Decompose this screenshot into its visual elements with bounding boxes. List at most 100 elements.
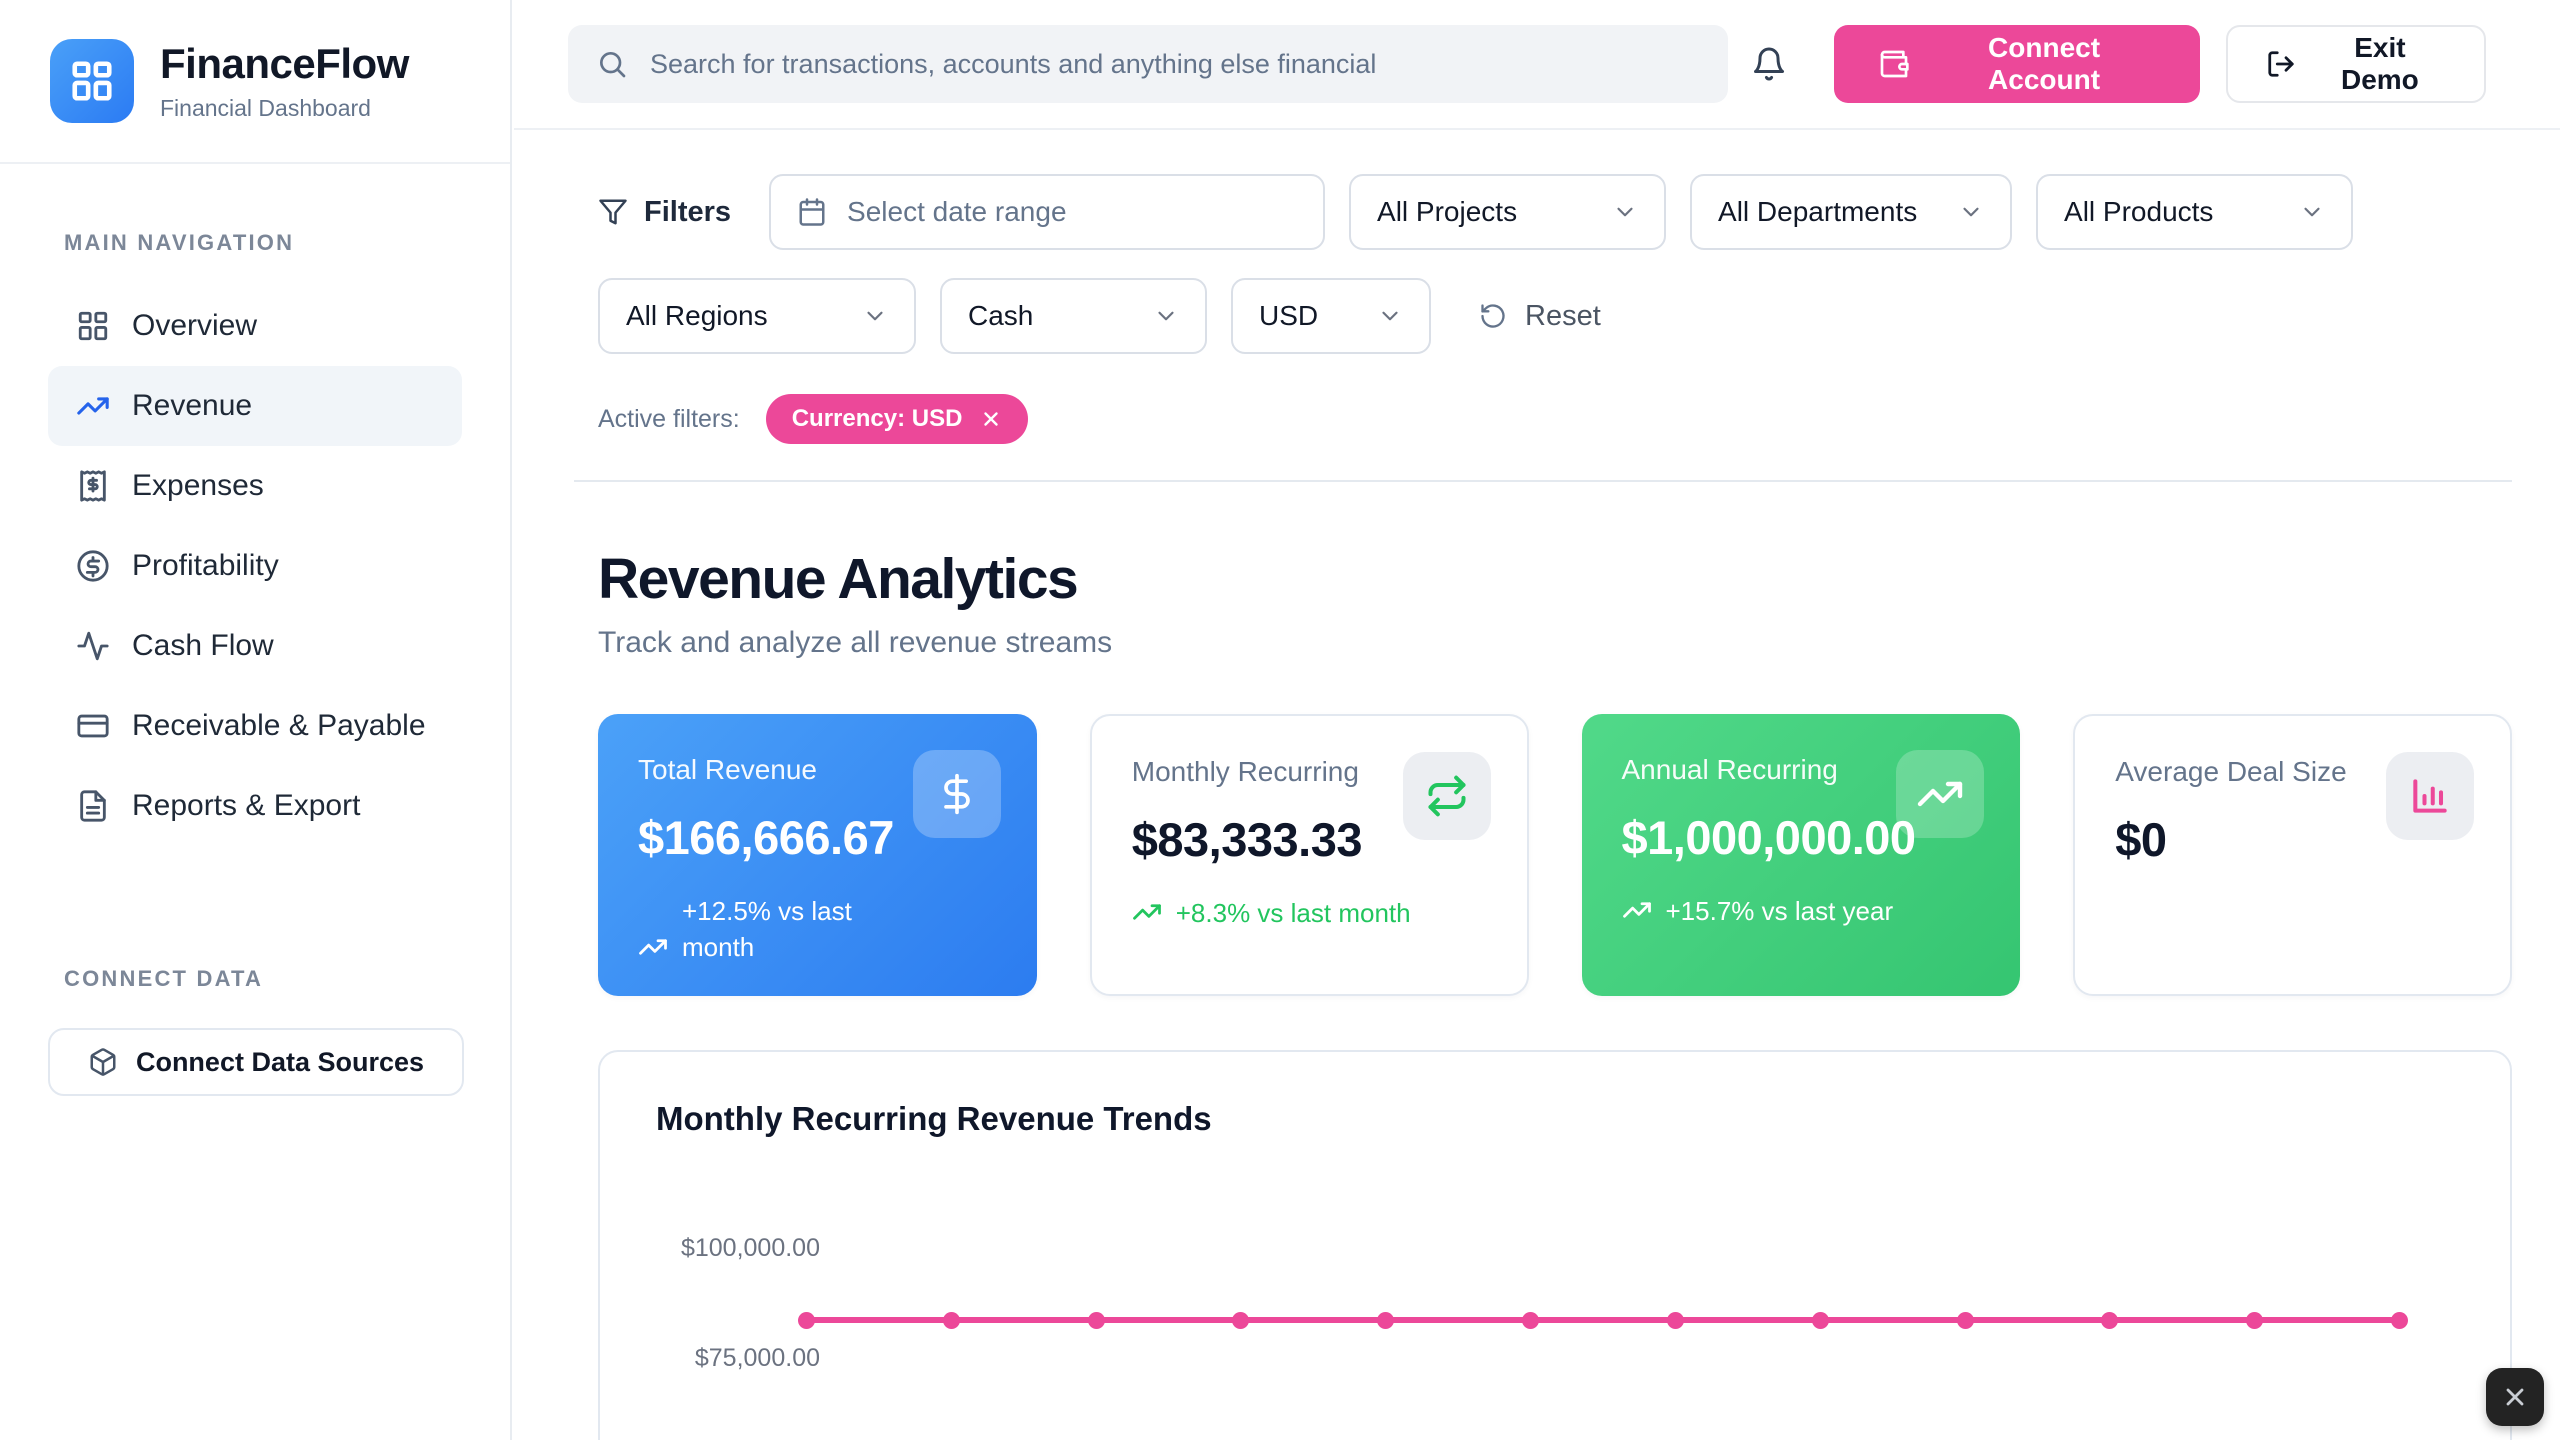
exit-demo-label: Exit Demo: [2340, 32, 2419, 95]
sidebar-item-reports-export[interactable]: Reports & Export: [48, 766, 462, 846]
stat-card-change-label: +12.5% vs last month: [682, 896, 852, 963]
package-icon: [88, 1047, 118, 1077]
date-range-picker[interactable]: Select date range: [769, 174, 1326, 250]
stat-card-annual-recurring: Annual Recurring $1,000,000.00 +15.7% vs…: [1581, 714, 2021, 996]
active-filters-row: Active filters: Currency: USD: [598, 394, 2512, 444]
brand: FinanceFlow Financial Dashboard: [0, 0, 510, 164]
section-divider: [574, 480, 2512, 482]
layout-dashboard-icon: [69, 58, 115, 104]
currency-dropdown[interactable]: USD: [1231, 278, 1431, 354]
sidebar-item-revenue[interactable]: Revenue: [48, 366, 462, 446]
chart-points: [798, 1312, 2408, 1329]
activity-icon: [76, 629, 110, 663]
stat-card-value: $0: [2115, 813, 2167, 866]
chart-point[interactable]: [1377, 1312, 1395, 1329]
notifications-button[interactable]: [1744, 38, 1795, 90]
chevron-down-icon: [862, 303, 888, 329]
sidebar-item-label: Overview: [132, 309, 258, 342]
app-tagline: Financial Dashboard: [160, 95, 371, 121]
chart-point[interactable]: [2101, 1312, 2119, 1329]
connect-account-button[interactable]: Connect Account: [1834, 25, 2200, 103]
products-dropdown-value: All Products: [2064, 196, 2214, 227]
stat-card-title: Annual Recurring: [1621, 754, 1838, 785]
regions-dropdown[interactable]: All Regions: [598, 278, 916, 354]
bell-icon: [1751, 46, 1787, 82]
chart-point[interactable]: [942, 1312, 960, 1329]
chart-point[interactable]: [1232, 1312, 1250, 1329]
stat-card-value: $1,000,000.00: [1621, 811, 1917, 864]
stat-card-average-deal-size: Average Deal Size $0: [2073, 714, 2512, 996]
credit-card-icon: [76, 709, 110, 743]
products-dropdown[interactable]: All Products: [2036, 174, 2354, 250]
sidebar-item-receivable-payable[interactable]: Receivable & Payable: [48, 686, 462, 766]
stat-card-icon-box: [2386, 752, 2474, 840]
chart-point[interactable]: [1811, 1312, 1829, 1329]
stat-card-change-label: +15.7% vs last year: [1665, 896, 1894, 926]
chart-point[interactable]: [1087, 1312, 1105, 1329]
sidebar-item-profitability[interactable]: Profitability: [48, 526, 462, 606]
departments-dropdown[interactable]: All Departments: [1690, 174, 2013, 250]
exit-demo-button[interactable]: Exit Demo: [2225, 25, 2486, 103]
chart-point[interactable]: [2390, 1312, 2408, 1329]
sidebar-item-cash-flow[interactable]: Cash Flow: [48, 606, 462, 686]
nav-section-label: MAIN NAVIGATION: [64, 230, 295, 255]
connect-data-sources-label: Connect Data Sources: [135, 1046, 425, 1077]
stat-card-change: +12.5% vs last month: [638, 893, 997, 966]
chart-line-series: [806, 1317, 2400, 1323]
sidebar-item-overview[interactable]: Overview: [48, 286, 462, 366]
filter-funnel-icon: [598, 197, 628, 227]
stat-card-change-label: +8.3% vs last month: [1175, 898, 1411, 928]
chart-point[interactable]: [798, 1312, 815, 1329]
chevron-down-icon: [1612, 199, 1638, 225]
rotate-ccw-icon: [1479, 302, 1507, 330]
active-filters-label: Active filters:: [598, 404, 740, 433]
chart-point[interactable]: [2246, 1312, 2264, 1329]
trending-up-icon: [1916, 770, 1964, 818]
accounting-basis-dropdown[interactable]: Cash: [940, 278, 1207, 354]
chevron-down-icon: [1153, 303, 1179, 329]
chart-point[interactable]: [1666, 1312, 1684, 1329]
connect-data-sources-button[interactable]: Connect Data Sources: [48, 1028, 464, 1096]
chart-point[interactable]: [1522, 1312, 1540, 1329]
filters-bar: Filters Select date range All Projects A…: [598, 174, 2512, 250]
page-subtitle: Track and analyze all revenue streams: [598, 626, 1113, 659]
stat-card-value: $166,666.67: [638, 811, 894, 864]
stat-card-title: Average Deal Size: [2115, 756, 2347, 787]
search-input[interactable]: [568, 25, 1728, 103]
dollar-icon: [935, 772, 979, 816]
y-axis-tick-75k: $75,000.00: [694, 1344, 820, 1372]
filters-title: Filters: [598, 196, 731, 229]
projects-dropdown[interactable]: All Projects: [1349, 174, 1667, 250]
currency-dropdown-value: USD: [1259, 300, 1319, 331]
chevron-down-icon: [1958, 199, 1984, 225]
close-icon[interactable]: [980, 408, 1002, 430]
sidebar-item-label: Profitability: [132, 549, 279, 582]
active-filter-chip-currency[interactable]: Currency: USD: [765, 394, 1029, 444]
app-title: FinanceFlow: [160, 40, 409, 87]
filters-label: Filters: [644, 195, 732, 228]
stat-card-icon-box: [1896, 750, 1985, 838]
bar-chart-icon: [2408, 774, 2452, 818]
filters-bar-row-2: All Regions Cash USD Reset: [598, 278, 2512, 354]
stat-card-title: Total Revenue: [638, 754, 818, 785]
trending-up-icon: [1132, 897, 1162, 927]
chart-title: Monthly Recurring Revenue Trends: [656, 1100, 1212, 1137]
chevron-down-icon: [1377, 303, 1403, 329]
connect-data-section-label: CONNECT DATA: [64, 966, 264, 991]
topbar: Connect Account Exit Demo: [514, 0, 2560, 130]
reset-filters-button[interactable]: Reset: [1479, 300, 1601, 333]
stat-card-monthly-recurring: Monthly Recurring $83,333.33 +8.3% vs la…: [1089, 714, 1529, 996]
sidebar-item-label: Receivable & Payable: [132, 709, 426, 742]
close-overlay-button[interactable]: [2486, 1368, 2544, 1426]
trending-up-icon: [638, 932, 668, 962]
chart-point[interactable]: [1956, 1312, 1974, 1329]
receipt-icon: [76, 469, 110, 503]
calendar-icon: [797, 197, 827, 227]
wallet-icon: [1878, 48, 1910, 80]
stat-card-icon-box: [1402, 752, 1491, 840]
circle-dollar-icon: [76, 549, 110, 583]
stat-card-total-revenue: Total Revenue $166,666.67 +12.5% vs last…: [598, 714, 1037, 996]
chevron-down-icon: [2299, 199, 2325, 225]
sidebar-item-expenses[interactable]: Expenses: [48, 446, 462, 526]
stat-card-title: Monthly Recurring: [1131, 756, 1359, 787]
